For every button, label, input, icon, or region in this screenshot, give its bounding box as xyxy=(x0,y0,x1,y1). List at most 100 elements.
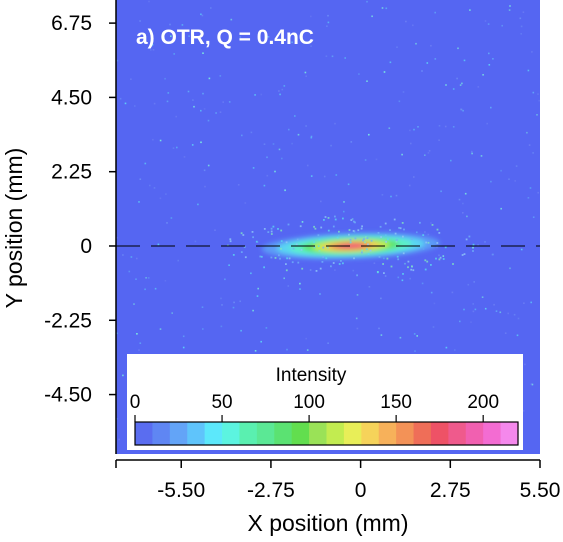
colorbar-cell xyxy=(274,422,293,445)
colorbar-cell xyxy=(378,422,397,445)
y-ticks: -4.50 -2.25 0 2.25 4.50 6.75 xyxy=(44,12,116,407)
halo-speckle xyxy=(402,252,405,255)
halo-speckle xyxy=(342,217,344,220)
noise-speckle xyxy=(197,203,199,206)
halo-speckle xyxy=(292,247,295,250)
noise-speckle xyxy=(202,92,204,95)
halo-speckle xyxy=(387,238,389,241)
chart-title: a) OTR, Q = 0.4nC xyxy=(136,26,314,49)
noise-speckle xyxy=(414,350,416,352)
noise-speckle xyxy=(488,64,491,66)
halo-speckle xyxy=(353,220,355,223)
halo-speckle xyxy=(401,222,404,224)
halo-speckle xyxy=(323,219,325,221)
noise-speckle xyxy=(463,59,466,62)
noise-speckle xyxy=(208,77,211,80)
colorbar-ticks: 0 50 100 150 200 xyxy=(130,392,499,422)
noise-speckle xyxy=(182,346,185,349)
halo-speckle xyxy=(267,231,270,233)
halo-speckle xyxy=(394,232,397,235)
noise-speckle xyxy=(490,106,492,109)
noise-speckle xyxy=(202,52,204,54)
noise-speckle xyxy=(409,129,411,132)
noise-speckle xyxy=(214,229,216,231)
halo-speckle xyxy=(259,255,262,258)
noise-speckle xyxy=(508,178,510,180)
noise-speckle xyxy=(244,202,247,204)
halo-speckle xyxy=(436,242,439,244)
noise-speckle xyxy=(122,254,124,256)
halo-speckle xyxy=(349,241,352,244)
colorbar-cell xyxy=(361,422,380,445)
noise-speckle xyxy=(177,259,179,262)
halo-speckle xyxy=(366,237,369,239)
noise-speckle xyxy=(500,169,502,172)
noise-speckle xyxy=(222,101,224,103)
halo-speckle xyxy=(317,234,320,237)
colorbar-cell xyxy=(222,422,241,445)
colorbar-cell xyxy=(448,422,467,445)
colorbar-cells xyxy=(135,422,519,445)
noise-speckle xyxy=(404,262,406,265)
noise-speckle xyxy=(354,230,356,232)
halo-speckle xyxy=(362,239,364,242)
noise-speckle xyxy=(470,321,472,323)
noise-speckle xyxy=(461,82,463,85)
noise-speckle xyxy=(434,11,436,14)
halo-speckle xyxy=(426,260,429,263)
y-tick-label: 6.75 xyxy=(51,12,92,35)
noise-speckle xyxy=(207,164,210,167)
halo-speckle xyxy=(349,238,352,241)
halo-speckle xyxy=(385,241,387,243)
halo-speckle xyxy=(299,225,302,228)
noise-speckle xyxy=(438,254,440,257)
noise-speckle xyxy=(399,336,402,339)
beam-spot xyxy=(261,232,440,260)
noise-speckle xyxy=(305,337,307,340)
colorbar-tick-label: 150 xyxy=(380,392,412,413)
halo-speckle xyxy=(435,257,437,260)
y-tick-label: 0 xyxy=(80,235,92,258)
noise-speckle xyxy=(526,131,528,134)
noise-speckle xyxy=(181,24,184,26)
noise-speckle xyxy=(166,222,168,224)
noise-speckle xyxy=(169,23,171,26)
noise-speckle xyxy=(432,326,435,328)
noise-speckle xyxy=(481,296,484,298)
noise-speckle xyxy=(228,101,231,103)
halo-speckle xyxy=(285,263,287,265)
colorbar-cell xyxy=(343,422,362,445)
noise-speckle xyxy=(426,62,429,64)
noise-speckle xyxy=(520,25,523,28)
halo-speckle xyxy=(342,262,344,265)
halo-speckle xyxy=(407,266,409,269)
noise-speckle xyxy=(119,97,122,100)
x-tick-label: -5.50 xyxy=(157,479,205,502)
noise-speckle xyxy=(527,197,530,199)
halo-speckle xyxy=(295,243,298,246)
halo-speckle xyxy=(288,257,291,260)
halo-speckle xyxy=(395,239,398,241)
noise-speckle xyxy=(256,295,259,297)
y-tick-label: -2.25 xyxy=(44,309,92,332)
noise-speckle xyxy=(413,128,415,131)
noise-speckle xyxy=(150,49,152,51)
halo-speckle xyxy=(395,240,398,243)
noise-speckle xyxy=(430,44,432,47)
noise-speckle xyxy=(529,187,532,189)
halo-speckle xyxy=(277,228,279,230)
noise-speckle xyxy=(433,302,436,305)
colorbar-cell xyxy=(430,422,449,445)
noise-speckle xyxy=(116,332,118,335)
noise-speckle xyxy=(118,438,120,441)
noise-speckle xyxy=(388,127,391,129)
halo-speckle xyxy=(411,238,413,241)
noise-speckle xyxy=(520,248,523,251)
colorbar-tick-label: 100 xyxy=(293,392,325,413)
noise-speckle xyxy=(334,122,336,125)
noise-speckle xyxy=(279,93,281,96)
halo-speckle xyxy=(324,216,327,218)
noise-speckle xyxy=(462,109,464,112)
halo-speckle xyxy=(255,240,258,243)
noise-speckle xyxy=(527,69,530,72)
